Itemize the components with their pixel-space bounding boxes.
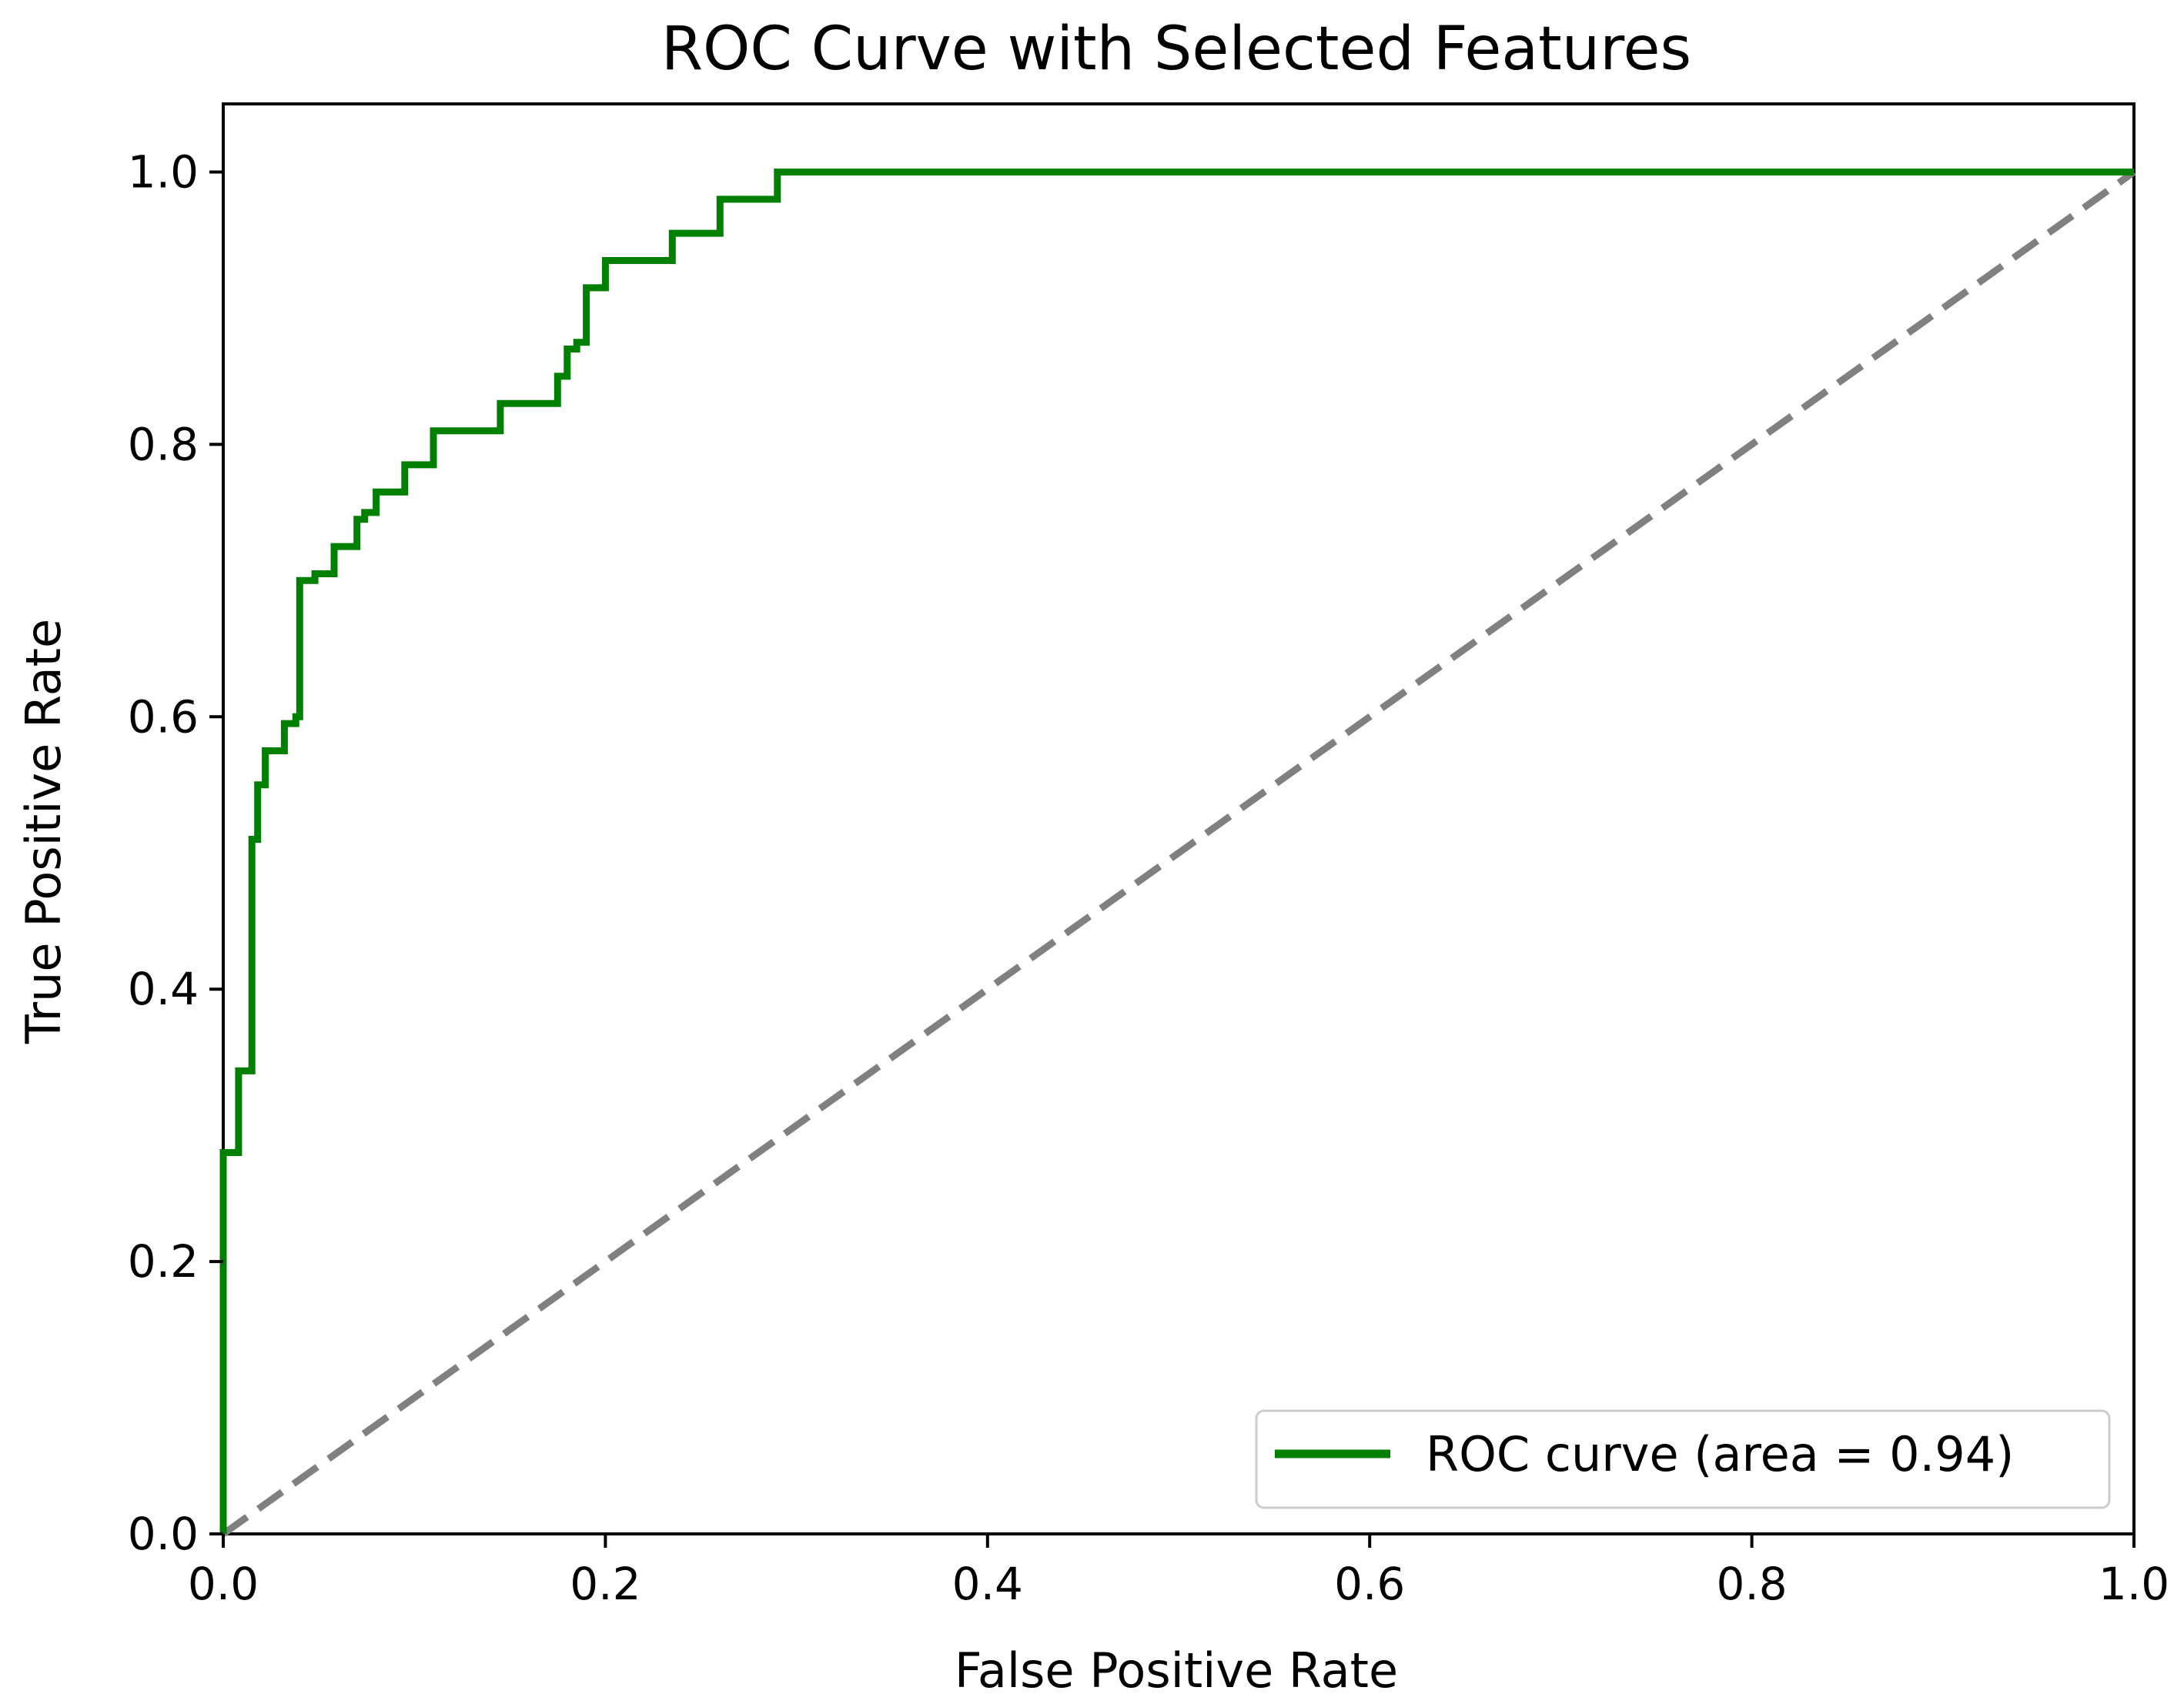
plot-area: 0.0 0.2 0.4 0.6 0.8 1.0 0.0 0.2 0.4 0.6 0.8 1.0 [128, 102, 2169, 1610]
x-tick-label: 0.0 [188, 1558, 259, 1610]
plot-frame [222, 102, 2136, 1535]
y-tick-label: 0.6 [128, 690, 199, 743]
y-tick-label: 1.0 [128, 145, 199, 198]
x-tick-label: 1.0 [2099, 1558, 2169, 1610]
x-tick-label: 0.6 [1334, 1558, 1405, 1610]
x-tick-label: 0.8 [1716, 1558, 1787, 1610]
x-tick-label: 0.4 [952, 1558, 1023, 1610]
y-tick-label: 0.2 [128, 1235, 199, 1288]
series-layer [219, 169, 2136, 1537]
y-axis-ticks: 0.0 0.2 0.4 0.6 0.8 1.0 [128, 145, 223, 1560]
roc-curve-line [219, 169, 2134, 1534]
chance-diagonal-line [221, 169, 2136, 1537]
y-tick-label: 0.4 [128, 963, 199, 1015]
y-tick-label: 0.0 [128, 1508, 199, 1560]
x-tick-label: 0.2 [570, 1558, 640, 1610]
legend-label-roc-curve: ROC curve (area = 0.94) [1426, 1426, 2014, 1482]
x-axis-ticks: 0.0 0.2 0.4 0.6 0.8 1.0 [188, 1534, 2169, 1610]
legend: ROC curve (area = 0.94) [1255, 1409, 2111, 1509]
y-tick-label: 0.8 [128, 418, 199, 470]
chart-title: ROC Curve with Selected Features [661, 15, 1691, 84]
x-axis-label: False Positive Rate [955, 1642, 1398, 1699]
legend-box [1255, 1409, 2111, 1509]
y-axis-label: True Positive Rate [15, 619, 72, 1044]
